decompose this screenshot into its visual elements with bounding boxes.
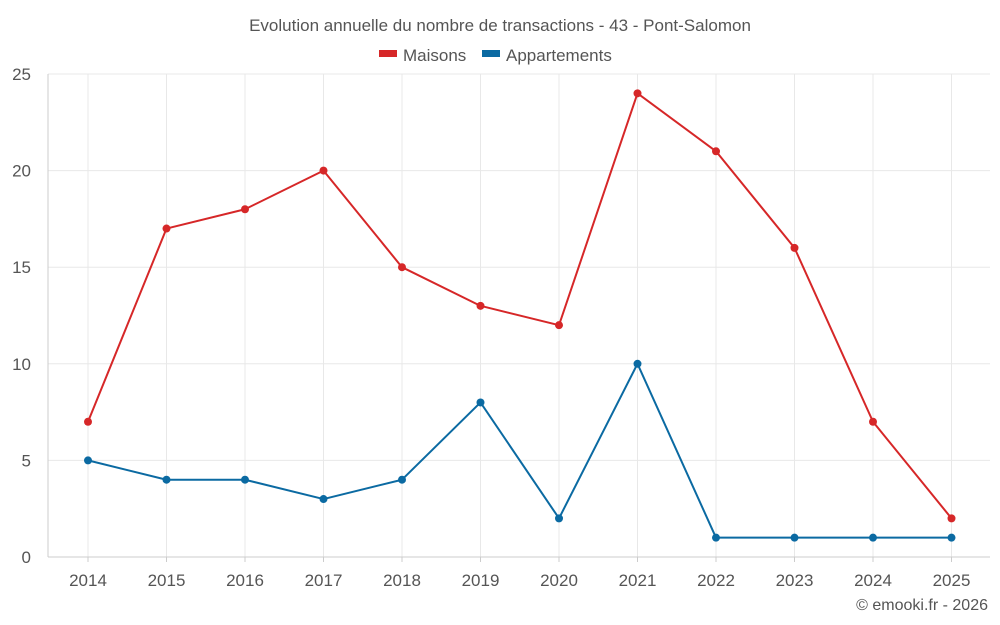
data-point-appartements[interactable] (869, 533, 877, 542)
data-point-maisons[interactable] (319, 166, 328, 175)
x-tick-label: 2021 (619, 571, 657, 590)
data-point-maisons[interactable] (84, 417, 92, 426)
legend-label-maisons[interactable]: Maisons (403, 46, 466, 65)
data-point-appartements[interactable] (84, 456, 92, 465)
data-point-appartements[interactable] (947, 533, 956, 542)
data-point-maisons[interactable] (476, 301, 485, 310)
series (84, 89, 956, 542)
data-point-maisons[interactable] (398, 263, 406, 272)
data-point-appartements[interactable] (241, 475, 249, 484)
data-point-maisons[interactable] (162, 224, 171, 233)
data-point-maisons[interactable] (790, 243, 799, 252)
x-tick-label: 2020 (540, 571, 578, 590)
y-tick-label: 10 (12, 355, 31, 374)
y-tick-label: 20 (12, 162, 31, 181)
credit: © emooki.fr - 2026 (856, 597, 988, 614)
data-point-maisons[interactable] (555, 321, 563, 330)
data-point-appartements[interactable] (162, 475, 171, 484)
data-point-appartements[interactable] (555, 514, 563, 523)
x-tick-label: 2023 (776, 571, 814, 590)
data-point-maisons[interactable] (947, 514, 956, 523)
legend-swatch-maisons (379, 50, 397, 57)
x-tick-label: 2024 (854, 571, 892, 590)
x-tick-label: 2019 (462, 571, 500, 590)
y-tick-label: 15 (12, 258, 31, 277)
data-point-appartements[interactable] (790, 533, 799, 542)
x-tick-label: 2014 (69, 571, 107, 590)
x-tick-label: 2015 (148, 571, 186, 590)
x-tick-label: 2016 (226, 571, 264, 590)
series-line-appartements (87, 362, 952, 539)
y-tick-label: 5 (22, 451, 31, 470)
x-tick-label: 2022 (697, 571, 735, 590)
data-point-maisons[interactable] (241, 205, 249, 214)
data-point-maisons[interactable] (633, 89, 642, 98)
data-point-maisons[interactable] (869, 417, 877, 426)
data-point-maisons[interactable] (712, 147, 720, 156)
legend: Maisons Appartements (379, 46, 612, 65)
chart-title: Evolution annuelle du nombre de transact… (249, 16, 751, 35)
legend-label-appartements[interactable]: Appartements (506, 46, 612, 65)
grid (48, 73, 990, 558)
x-tick-label: 2018 (383, 571, 421, 590)
data-point-appartements[interactable] (476, 398, 485, 407)
y-tick-label: 0 (22, 548, 31, 567)
data-point-appartements[interactable] (633, 359, 642, 368)
legend-swatch-appartements (482, 50, 500, 57)
x-tick-label: 2025 (933, 571, 971, 590)
data-point-appartements[interactable] (712, 533, 720, 542)
data-point-appartements[interactable] (319, 495, 328, 504)
series-line-maisons (87, 92, 953, 519)
y-tick-label: 25 (12, 65, 31, 84)
data-point-appartements[interactable] (398, 475, 406, 484)
x-tick-label: 2017 (305, 571, 343, 590)
